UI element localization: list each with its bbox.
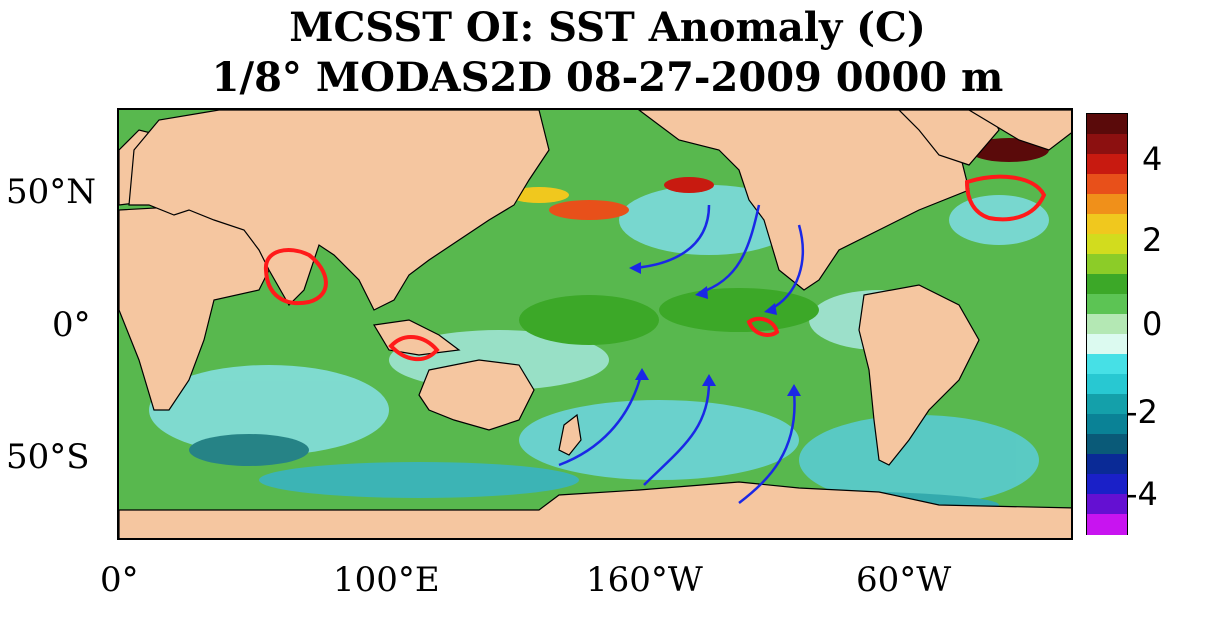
circle-north-atlantic <box>964 174 1047 222</box>
colorbar-cell <box>1087 194 1127 215</box>
eurasia-landmass <box>128 110 550 311</box>
map-title: MCSST OI: SST Anomaly (C) <box>289 4 926 51</box>
antarctica-landmass <box>119 481 1071 538</box>
colorbar-label-neg4: -4 <box>1126 475 1158 513</box>
colorbar-label-neg2: -2 <box>1126 393 1158 431</box>
colorbar-cell <box>1087 234 1127 255</box>
colorbar-cell <box>1087 514 1127 535</box>
colorbar-cell <box>1087 394 1127 415</box>
circle-indonesia <box>388 335 440 362</box>
arrowhead-sp-2 <box>702 374 716 386</box>
lon-label-60w: 60°W <box>856 560 952 600</box>
arrow-sp-1 <box>558 374 643 467</box>
colorbar-cell <box>1087 114 1127 135</box>
colorbar-label-2: 2 <box>1142 221 1163 259</box>
colorbar-cell <box>1087 414 1127 435</box>
colorbar-cell <box>1087 174 1127 195</box>
colorbar-cell <box>1087 314 1127 335</box>
colorbar-cell <box>1087 134 1127 155</box>
highlight-circles <box>263 174 1047 362</box>
colorbar-cell <box>1087 274 1127 295</box>
colorbar-cell <box>1087 494 1127 515</box>
arrowhead-np-2 <box>695 286 708 299</box>
arrowhead-sp-3 <box>787 384 801 396</box>
colorbar-cell <box>1087 434 1127 455</box>
arrow-np-2 <box>698 204 761 295</box>
lat-label-50n: 50°N <box>6 172 97 212</box>
colorbar <box>1086 113 1128 535</box>
land-masses <box>119 110 1071 538</box>
flow-arrows <box>558 204 804 504</box>
colorbar-label-0: 0 <box>1142 305 1163 343</box>
north-america-landmass <box>638 110 970 291</box>
south-america-landmass <box>858 284 980 466</box>
circle-arabian-sea <box>263 248 328 306</box>
colorbar-cell <box>1087 454 1127 475</box>
greenland-landmass <box>898 110 1000 166</box>
arrow-np-3 <box>768 224 804 312</box>
colorbar-cell <box>1087 334 1127 355</box>
colorbar-cell <box>1087 294 1127 315</box>
colorbar-cell <box>1087 254 1127 275</box>
arrowhead-np-3 <box>764 303 777 315</box>
sst-anomaly-map <box>117 108 1073 540</box>
colorbar-cell <box>1087 354 1127 375</box>
lat-label-equator: 0° <box>52 305 91 345</box>
colorbar-cell <box>1087 214 1127 235</box>
map-subtitle: 1/8° MODAS2D 08-27-2009 0000 m <box>211 54 1004 101</box>
circle-central-pacific <box>746 316 780 337</box>
lon-label-100e: 100°E <box>333 560 440 600</box>
colorbar-cell <box>1087 374 1127 395</box>
colorbar-label-4: 4 <box>1142 140 1163 178</box>
lon-label-160w: 160°W <box>586 560 703 600</box>
new-zealand <box>558 413 582 456</box>
colorbar-cell <box>1087 474 1127 495</box>
map-svg <box>119 110 1071 538</box>
colorbar-cell <box>1087 154 1127 175</box>
lat-label-50s: 50°S <box>6 437 90 477</box>
arctic-islands <box>967 110 1071 151</box>
arrowhead-sp-1 <box>635 368 649 380</box>
arrowhead-np-1 <box>629 262 641 274</box>
lon-label-0: 0° <box>100 560 139 600</box>
australia-landmass <box>418 359 535 431</box>
arrow-sp-2 <box>643 381 711 486</box>
arrow-sp-3 <box>738 391 796 504</box>
arrow-heads <box>629 262 801 396</box>
arrow-np-1 <box>633 204 711 270</box>
